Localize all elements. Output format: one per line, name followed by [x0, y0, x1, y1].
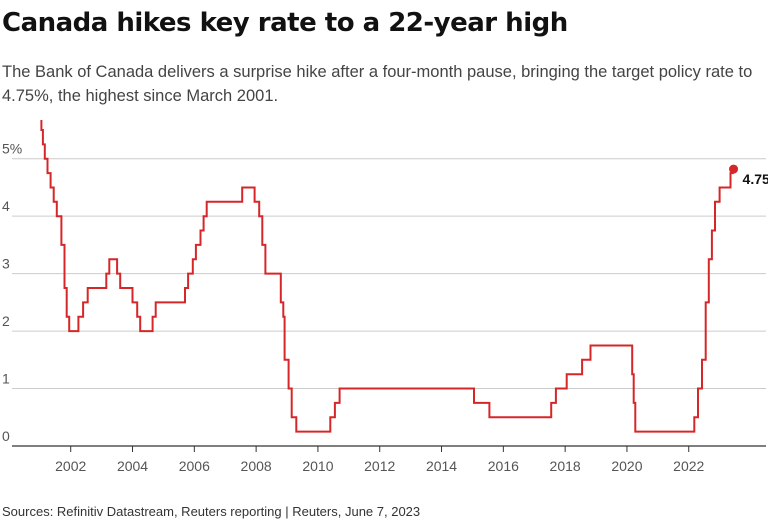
y-tick-label: 1: [2, 371, 10, 387]
x-tick-label: 2014: [426, 458, 457, 474]
x-tick-label: 2006: [179, 458, 210, 474]
x-tick-label: 2008: [241, 458, 272, 474]
source-note: Sources: Refinitiv Datastream, Reuters r…: [2, 504, 421, 519]
x-tick-label: 2010: [302, 458, 333, 474]
y-tick-label: 3: [2, 256, 10, 272]
y-tick-label: 4: [2, 198, 10, 214]
y-axis-ticks: 0 1 2 3 4 5%: [2, 141, 22, 444]
x-tick-label: 2022: [673, 458, 704, 474]
x-tick-label: 2016: [488, 458, 519, 474]
chart-subtitle: The Bank of Canada delivers a surprise h…: [2, 63, 753, 105]
x-axis-ticks: 2002 2004 2006 2008 2010 2012 2014 2016 2018 2020…: [55, 446, 705, 474]
gridlines: [12, 158, 766, 447]
y-tick-label: 0: [2, 428, 10, 444]
policy-rate-chart: 0 1 2 3 4 5% 2002 2004 2006 2008 2010 2012 2014 2016…: [2, 120, 768, 474]
x-tick-label: 2020: [611, 458, 642, 474]
chart-title: Canada hikes key rate to a 22-year high: [2, 8, 568, 38]
y-tick-label: 2: [2, 313, 10, 329]
y-tick-label: 5%: [2, 141, 22, 157]
x-tick-label: 2002: [55, 458, 86, 474]
x-tick-label: 2012: [364, 458, 395, 474]
x-tick-label: 2004: [117, 458, 148, 474]
x-tick-label: 2018: [550, 458, 581, 474]
latest-rate-label: 4.75%: [743, 171, 768, 187]
latest-rate-marker: [729, 164, 739, 174]
policy-rate-line: [40, 120, 734, 433]
